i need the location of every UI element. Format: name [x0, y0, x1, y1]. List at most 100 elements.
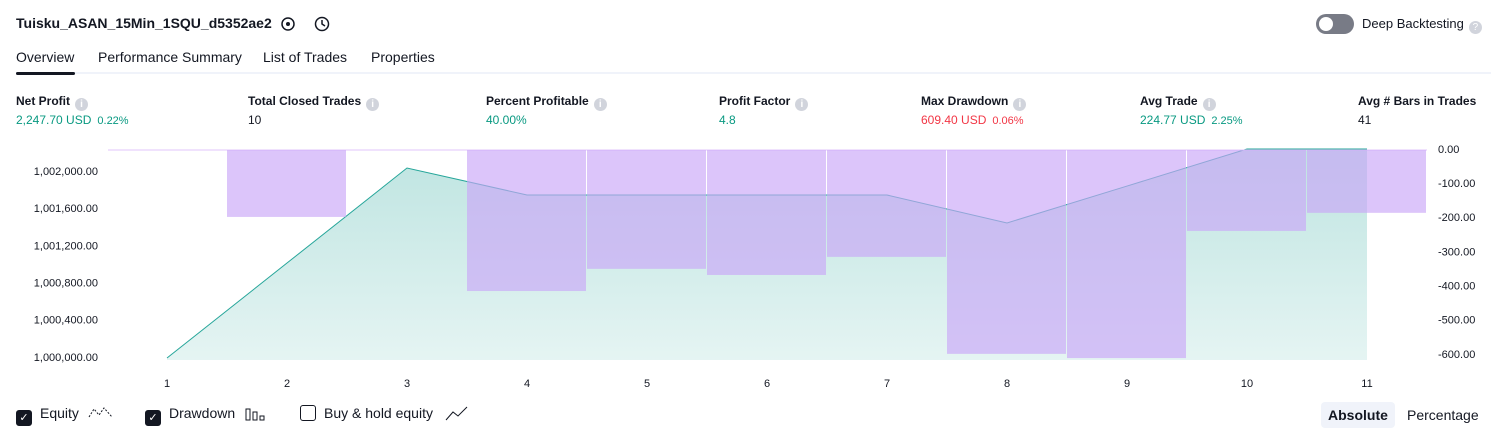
alert-hands: [321, 20, 326, 27]
metric-value: 10: [248, 113, 261, 127]
metric-label-text: Max Drawdown: [921, 94, 1009, 108]
metric-label: Avg # Bars in Trades: [1358, 94, 1476, 108]
x-tick-label: 4: [524, 378, 530, 390]
strategy-title: Tuisku_ASAN_15Min_1SQU_d5352ae2: [16, 15, 272, 31]
metric-label-text: Net Profit: [16, 94, 70, 108]
metric-value: 4.8: [719, 113, 736, 127]
metric-value-text: 224.77 USD: [1140, 113, 1206, 127]
mode-button[interactable]: Absolute: [1321, 402, 1395, 428]
x-tick-label: 6: [764, 378, 770, 390]
x-tick-label: 3: [404, 378, 410, 390]
plot-area: 1,000,000.00 1,000,400.00 1,000,800.00 1,00…: [34, 144, 1476, 390]
deep-backtesting-toggle[interactable]: [1316, 14, 1354, 34]
tab-indicator: [16, 72, 75, 75]
info-icon[interactable]: i: [1202, 98, 1216, 111]
drawdown-bar: [467, 150, 586, 292]
metric-percent: 0.06%: [992, 115, 1024, 127]
x-tick-label: 5: [644, 378, 650, 390]
info-icon[interactable]: i: [75, 98, 88, 111]
x-tick-label: 11: [1361, 378, 1372, 390]
x-tick-label: 9: [1124, 378, 1130, 390]
drawdown-bar: [1187, 150, 1306, 231]
tab[interactable]: Properties: [371, 49, 435, 65]
metric-label: Max Drawdown i: [921, 94, 1027, 111]
metric-value: 224.77 USD 2.25%: [1140, 113, 1243, 127]
metric-label-text: Percent Profitable: [486, 94, 589, 108]
help-icon[interactable]: ?: [1468, 21, 1482, 34]
metric-label-text: Avg # Bars in Trades: [1358, 94, 1477, 108]
alert-icon[interactable]: [314, 16, 330, 32]
drawdown-bar: [947, 150, 1066, 354]
metric-value-text: 10: [248, 113, 262, 127]
info-icon[interactable]: i: [1013, 98, 1027, 111]
info-icon[interactable]: i: [593, 98, 607, 111]
metric-value: 609.40 USD 0.06%: [921, 113, 1024, 127]
drawdown-bar: [1067, 150, 1186, 359]
y-tick-label: 1,000,000.00: [34, 352, 98, 364]
legend-label: Drawdown: [169, 405, 236, 421]
icon: [445, 406, 468, 421]
metric-value-text: 40.00%: [486, 113, 527, 127]
icon: [88, 407, 113, 418]
metric-percent: 0.22%: [97, 115, 129, 127]
metric-value: 40.00%: [486, 113, 527, 127]
drawdown-bar: [587, 150, 706, 269]
tab[interactable]: Performance Summary: [98, 49, 242, 65]
settings-icon[interactable]: [281, 17, 295, 31]
y2-tick-label: -500.00: [1438, 315, 1475, 327]
tab[interactable]: List of Trades: [263, 49, 348, 65]
y-tick-label: 1,002,000.00: [34, 166, 98, 178]
legend-label: Equity: [40, 405, 79, 421]
metric-label-text: Profit Factor: [719, 94, 791, 108]
mode-button[interactable]: Percentage: [1407, 407, 1479, 423]
metric-label: Percent Profitable i: [486, 94, 607, 111]
metric-percent: 2.25%: [1211, 115, 1243, 127]
x-tick-label: 8: [1004, 378, 1010, 390]
metric-value-text: 4.8: [719, 113, 736, 127]
drawdown-bar: [707, 150, 826, 275]
y-tick-label: 1,000,400.00: [34, 315, 98, 327]
y2-tick-label: -100.00: [1438, 178, 1475, 190]
legend-buy-hold[interactable]: Buy & hold equity: [300, 405, 433, 421]
y2-tick-label: 0.00: [1438, 144, 1459, 156]
metric-label-text: Avg Trade: [1140, 94, 1198, 108]
drawdown-bar: [227, 150, 346, 217]
info-icon[interactable]: i: [366, 98, 380, 111]
y-tick-label: 1,001,200.00: [34, 240, 98, 252]
info-icon[interactable]: i: [795, 98, 809, 111]
metric-value: 2,247.70 USD 0.22%: [16, 113, 129, 127]
y-tick-label: 1,000,800.00: [34, 277, 98, 289]
y2-tick-label: -600.00: [1438, 349, 1475, 361]
y2-tick-label: -200.00: [1438, 212, 1475, 224]
tab-divider: [16, 72, 1491, 74]
tab[interactable]: Overview: [16, 49, 75, 65]
metric-label: Profit Factor i: [719, 94, 809, 111]
buy-hold-icon: [445, 406, 468, 421]
metric-label: Total Closed Trades i: [248, 94, 380, 111]
checkbox[interactable]: [300, 405, 316, 421]
x-tick-label: 1: [164, 378, 170, 390]
metric-label-text: Total Closed Trades: [248, 94, 362, 108]
legend-label: Buy & hold equity: [324, 405, 433, 421]
x-tick-label: 10: [1241, 378, 1253, 390]
y2-tick-label: -400.00: [1438, 280, 1475, 292]
metric-value-text: 2,247.70 USD: [16, 113, 92, 127]
legend-drawdown[interactable]: ✓ Drawdown: [145, 405, 235, 426]
metric-value: 41: [1358, 113, 1371, 127]
metric-value-text: 41: [1358, 113, 1372, 127]
equity-icon: [88, 407, 113, 418]
toggle-text: Deep Backtesting: [1362, 16, 1464, 31]
x-tick-label: 2: [284, 378, 290, 390]
icon: [245, 408, 265, 421]
checkbox[interactable]: ✓: [16, 410, 32, 426]
drawdown-icon: [245, 408, 265, 421]
checkbox[interactable]: ✓: [145, 410, 161, 426]
drawdown-bar: [1307, 150, 1426, 213]
legend-equity[interactable]: ✓ Equity: [16, 405, 79, 426]
y2-tick-label: -300.00: [1438, 246, 1475, 258]
toggle-label: Deep Backtesting?: [1362, 16, 1482, 34]
metric-label: Avg Trade i: [1140, 94, 1216, 111]
y-tick-label: 1,001,600.00: [34, 203, 98, 215]
